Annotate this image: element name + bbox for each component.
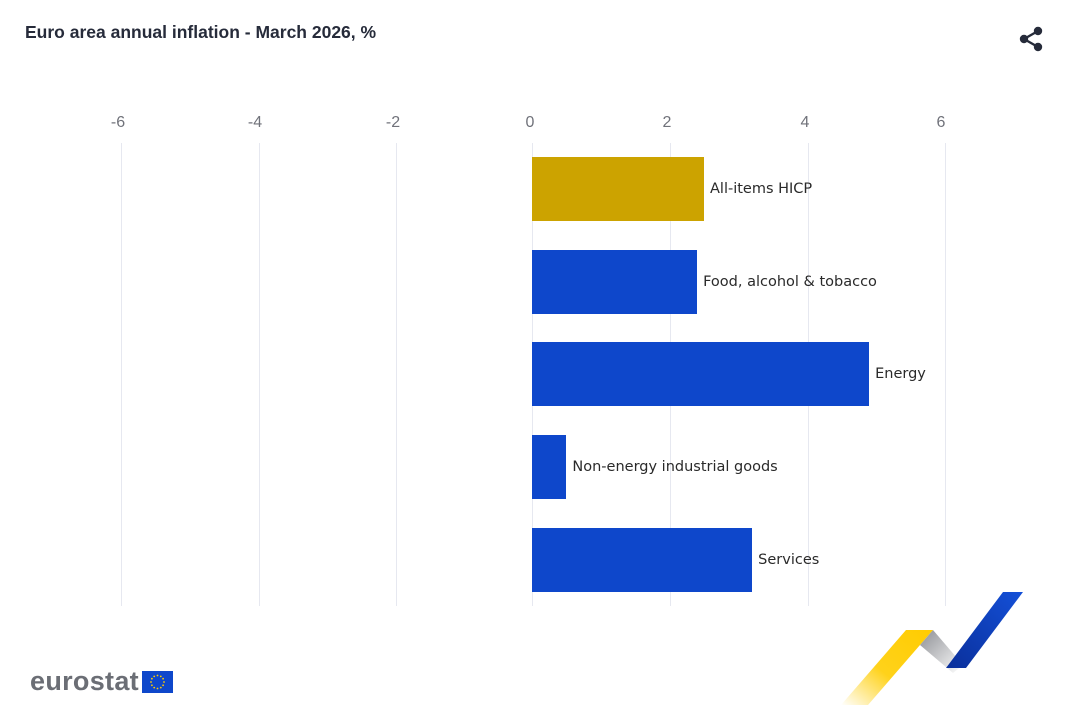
gridline [396, 143, 397, 606]
bar[interactable] [532, 250, 698, 314]
x-tick-label: 6 [936, 114, 946, 131]
bar[interactable] [532, 157, 704, 221]
bar-label: Non-energy industrial goods [572, 459, 778, 475]
x-tick-label: -6 [110, 114, 126, 131]
x-tick-label: 4 [800, 114, 810, 131]
gridline [945, 143, 946, 606]
bar-label: Food, alcohol & tobacco [703, 274, 877, 290]
bar-label: Services [758, 552, 820, 568]
gridline [121, 143, 122, 606]
gridline [259, 143, 260, 606]
chart-title: Euro area annual inflation - March 2026,… [25, 22, 377, 42]
bar-label: Energy [875, 366, 926, 382]
bar-label: All-items HICP [710, 181, 813, 197]
bar[interactable] [532, 342, 870, 406]
x-tick-label: 0 [525, 114, 535, 131]
eurostat-logo: eurostat [30, 668, 173, 695]
bar[interactable] [532, 435, 567, 499]
share-icon[interactable] [1017, 25, 1045, 53]
x-tick-label: -2 [385, 114, 401, 131]
x-tick-label: 2 [662, 114, 672, 131]
eurostat-ribbon-graphic [841, 592, 1023, 705]
logo-text: eurostat [30, 666, 139, 696]
eu-flag-icon [141, 670, 173, 693]
x-tick-label: -4 [247, 114, 263, 131]
bar[interactable] [532, 528, 753, 592]
